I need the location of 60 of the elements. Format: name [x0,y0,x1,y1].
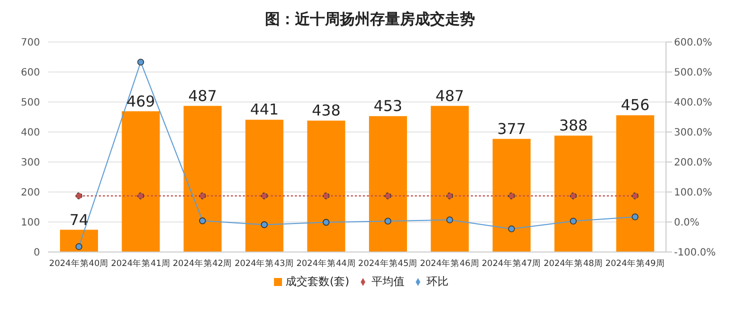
x-tick-label: 2024年第48周 [544,258,604,270]
bar [554,136,592,252]
point [508,226,515,232]
y-tick-label: 500 [20,98,40,109]
bar [245,120,284,252]
data-label: 74 [69,210,89,229]
x-tick-label: 2024年第41周 [110,258,170,270]
y-tick-label: 400 [20,128,40,139]
bar [184,106,222,252]
legend-label: 成交套数(套) [286,275,350,288]
y2-tick-label: 200.0% [674,158,712,169]
data-label: 441 [250,100,279,119]
x-tick-label: 2024年第47周 [482,258,542,270]
x-tick-label: 2024年第43周 [234,258,294,270]
bar [616,115,654,252]
bar [369,116,407,252]
point [199,217,206,224]
point [137,58,144,66]
point [260,221,268,228]
y2-tick-label: 300.0% [674,128,712,139]
y-tick-label: 100 [20,218,40,229]
data-label: 388 [559,116,588,135]
point [322,218,330,226]
x-tick-label: 2024年第49周 [605,258,665,270]
y2-tick-label: 100.0% [674,188,712,199]
y2-tick-label: 500.0% [674,68,712,79]
y-tick-label: 700 [20,38,40,49]
x-tick-label: 2024年第44周 [296,258,356,270]
y-tick-label: 0 [34,248,40,259]
legend-label: 环比 [426,275,448,288]
x-tick-label: 2024年第40周 [49,258,109,270]
point [384,218,392,224]
data-label: 456 [620,96,650,114]
y-tick-label: 300 [20,158,40,169]
x-tick-label: 2024年第45周 [358,258,418,270]
x-tick-label: 2024年第46周 [420,258,480,270]
legend-label: 平均值 [371,275,404,288]
point [570,218,577,224]
chart-title: 图：近十周扬州存量房成交走势 [264,9,476,30]
bar [492,138,531,252]
point [446,216,454,224]
data-label: 469 [126,92,156,110]
data-label: 453 [374,97,402,116]
point [632,214,638,220]
bar [60,230,98,252]
bar [122,111,160,252]
y2-tick-label: 0.0% [674,218,700,229]
data-label: 438 [312,102,341,120]
data-label: 377 [497,120,526,138]
y2-tick-label: 400.0% [674,98,712,109]
y-tick-label: 200 [20,188,40,199]
y-tick-label: 600 [20,68,40,79]
bar [307,120,346,252]
point [76,243,82,250]
y2-tick-label: -100.0% [674,248,716,259]
y2-tick-label: 600.0% [674,38,712,49]
data-label: 487 [188,86,217,105]
bar [430,106,469,252]
x-tick-label: 2024年第42周 [172,258,232,270]
data-label: 487 [435,86,464,105]
